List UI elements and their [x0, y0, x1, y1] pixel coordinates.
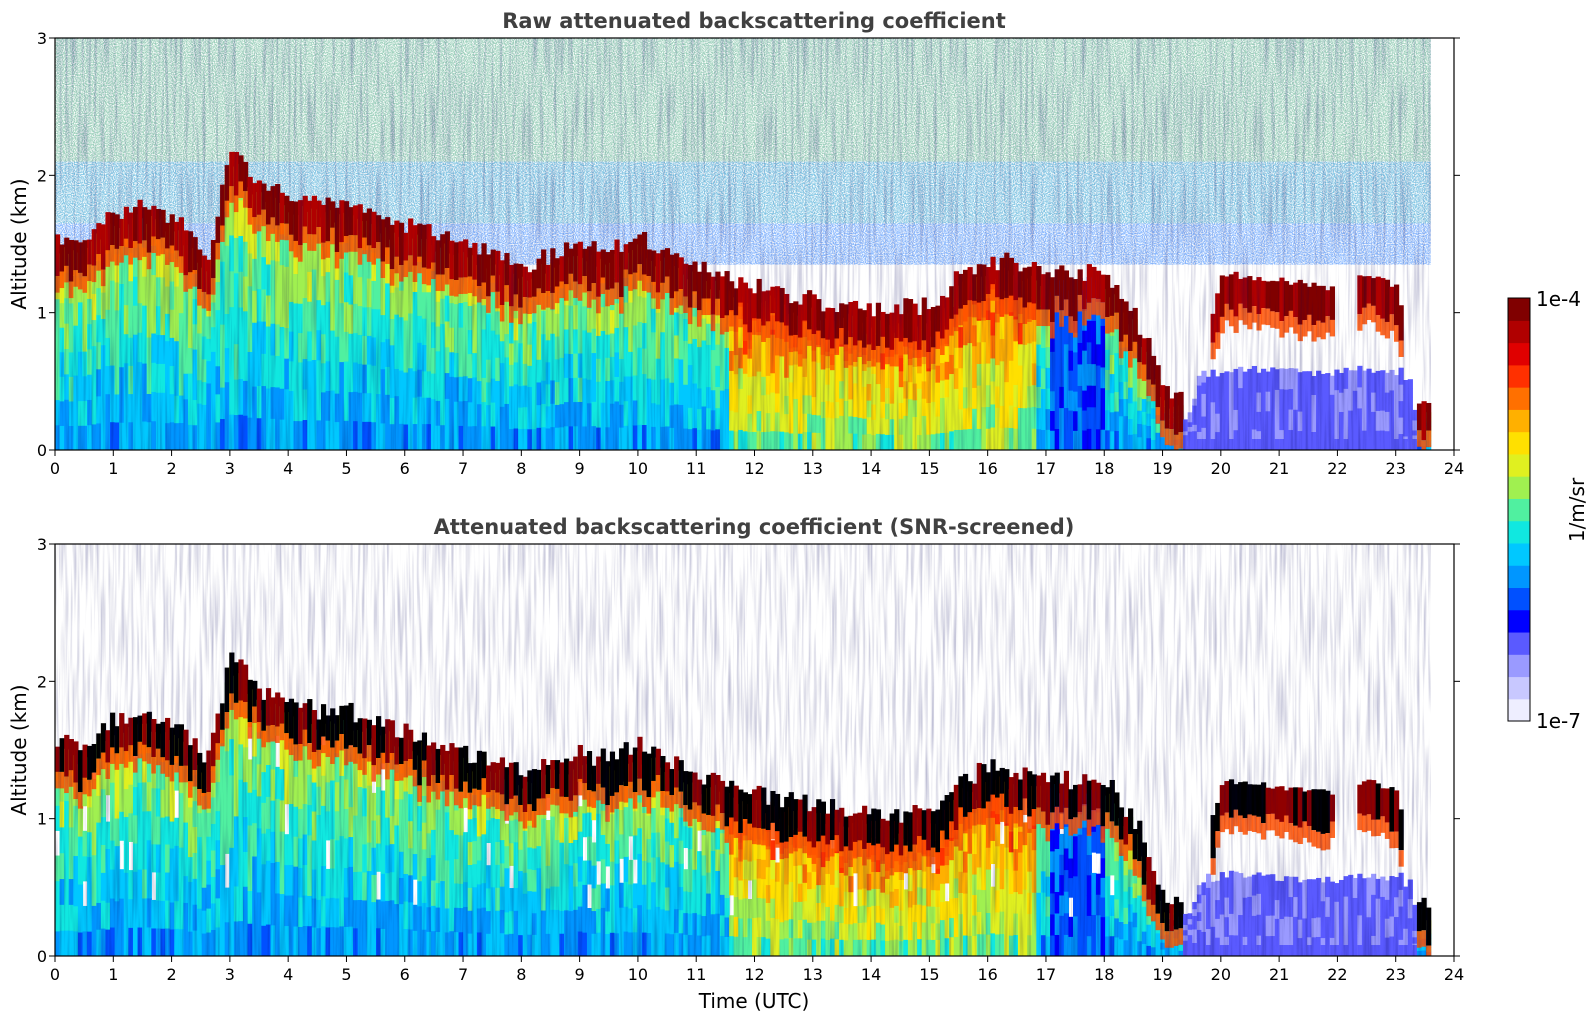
x-tick-label: 11	[686, 459, 706, 478]
x-tick-label: 10	[628, 459, 648, 478]
panel-raw: Raw attenuated backscattering coefficien…	[7, 9, 1464, 478]
y-tick-label: 1	[37, 304, 47, 323]
x-tick-label: 1	[108, 459, 118, 478]
x-tick-label: 16	[977, 459, 997, 478]
x-tick-label: 17	[1036, 459, 1056, 478]
x-tick-label: 13	[803, 459, 823, 478]
x-tick-label: 22	[1327, 459, 1347, 478]
x-tick-label: 7	[458, 459, 468, 478]
x-tick-label: 4	[283, 459, 293, 478]
panel-raw-title: Raw attenuated backscattering coefficien…	[502, 9, 1006, 33]
x-tick-label: 5	[341, 459, 351, 478]
panel-raw-ylabel: Altitude (km)	[7, 178, 31, 309]
panel-screened-title: Attenuated backscattering coefficient (S…	[434, 515, 1075, 539]
x-tick-label: 23	[1386, 459, 1406, 478]
x-tick-label: 15	[919, 459, 939, 478]
x-tick-label: 2	[166, 459, 176, 478]
y-tick-label: 2	[37, 166, 47, 185]
y-tick-label: 3	[37, 29, 47, 48]
panel-raw-y-ticks: 0 1 2 3	[37, 29, 1460, 460]
x-tick-label: 24	[1444, 459, 1464, 478]
y-tick-label: 0	[37, 441, 47, 460]
x-tick-label: 8	[516, 459, 526, 478]
x-tick-label: 21	[1269, 459, 1289, 478]
streak-texture	[55, 38, 1431, 450]
x-tick-label: 6	[400, 459, 410, 478]
panel-raw-plot-area	[55, 38, 1454, 450]
x-tick-label: 20	[1211, 459, 1231, 478]
panel-screened-plot-area	[55, 544, 1454, 956]
panel-raw-x-ticks: 0 1 2 3 4 5 6 7 8 9 10 11 12 13 14 15 16 17 18 19 20 21 22 23 24	[50, 450, 1464, 478]
x-tick-label: 19	[1152, 459, 1172, 478]
x-tick-label: 12	[744, 459, 764, 478]
panel-screened: Attenuated backscattering coefficient (S…	[7, 515, 1464, 1013]
x-tick-label: 3	[225, 459, 235, 478]
x-tick-label: 9	[575, 459, 585, 478]
x-tick-label: 18	[1094, 459, 1114, 478]
x-tick-label: 14	[861, 459, 881, 478]
x-tick-label: 0	[50, 459, 60, 478]
